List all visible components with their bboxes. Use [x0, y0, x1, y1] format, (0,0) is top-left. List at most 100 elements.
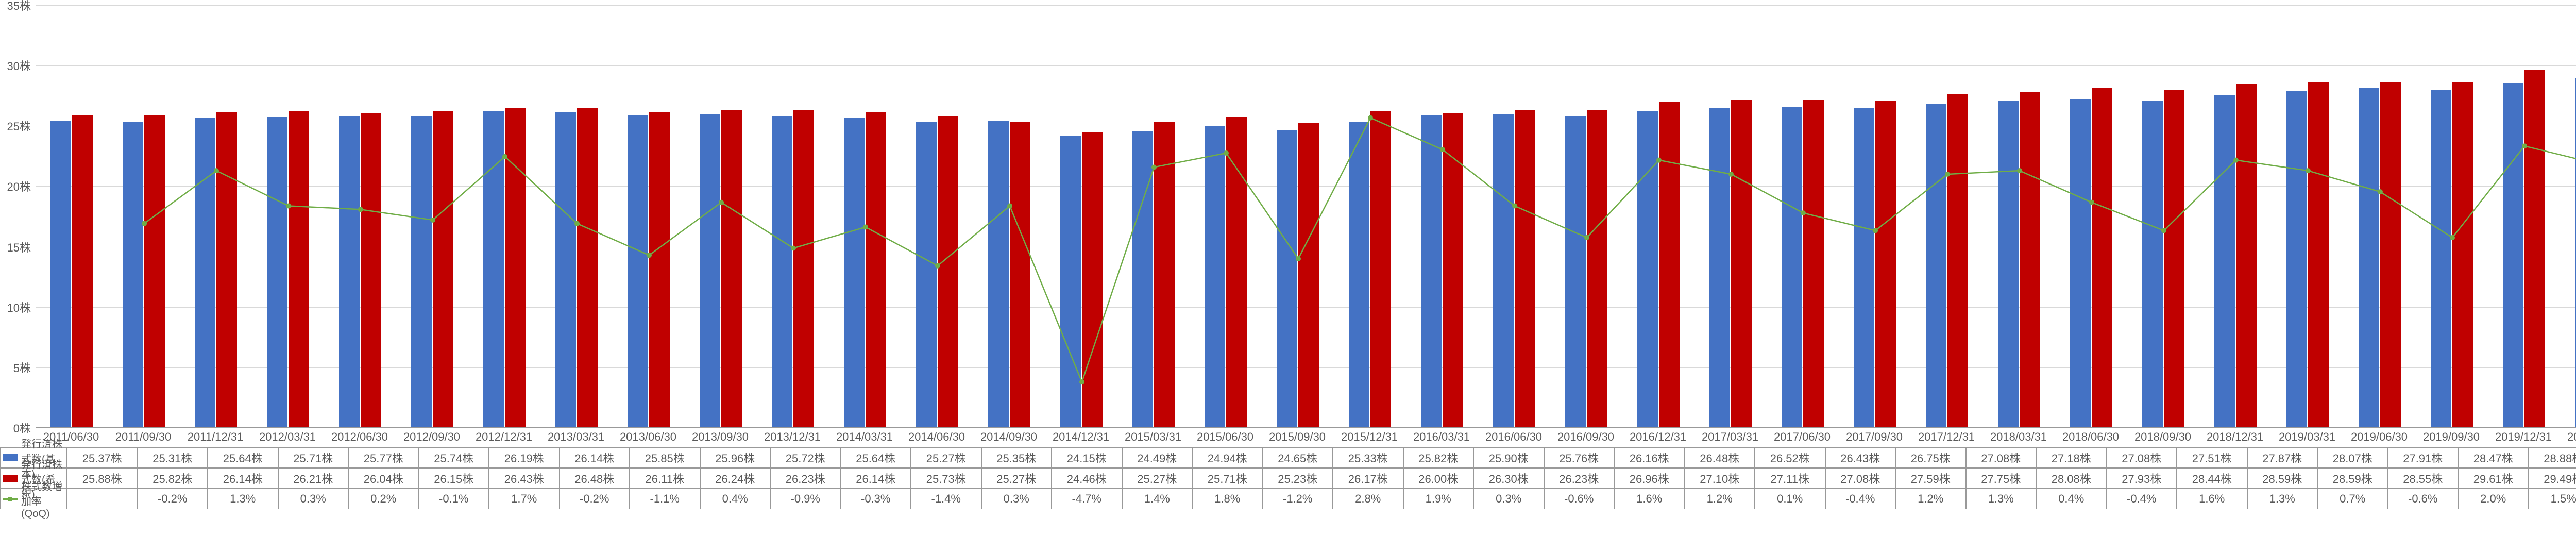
table-cell — [67, 489, 138, 509]
table-cell: 25.23株 — [1263, 468, 1333, 489]
table-cell: 1.6% — [1614, 489, 1685, 509]
x-axis-label: 2014/09/30 — [974, 430, 1044, 444]
table-cell: 25.90株 — [1473, 447, 1544, 468]
line-marker — [2233, 158, 2239, 163]
table-cell: 1.2% — [1895, 489, 1966, 509]
table-cell: 27.75株 — [1966, 468, 2037, 489]
table-cell: 26.30株 — [1473, 468, 1544, 489]
data-table: 発行済株式数(基本)25.37株25.31株25.64株25.71株25.77株… — [0, 447, 2576, 509]
x-axis-label: 2014/03/31 — [829, 430, 900, 444]
x-axis-label: 2012/03/31 — [252, 430, 323, 444]
table-cell: 28.07株 — [2317, 447, 2388, 468]
x-axis-label: 2013/12/31 — [757, 430, 827, 444]
plot-area — [36, 5, 2576, 428]
line-marker — [791, 246, 796, 251]
table-cell: 0.1% — [1755, 489, 1825, 509]
table-cell: -0.2% — [138, 489, 208, 509]
table-cell: 24.46株 — [1052, 468, 1122, 489]
line-marker — [1801, 210, 1806, 215]
x-axis-label: 2016/06/30 — [1479, 430, 1549, 444]
table-cell: 0.7% — [2317, 489, 2388, 509]
table-cell: 25.31株 — [138, 447, 208, 468]
table-cell: 26.43株 — [489, 468, 560, 489]
table-cell: 28.08株 — [2036, 468, 2107, 489]
table-cell: 26.23株 — [1544, 468, 1615, 489]
row-swatch — [3, 454, 18, 461]
table-cell: 26.11株 — [630, 468, 700, 489]
table-cell: -0.6% — [1544, 489, 1615, 509]
line-marker — [142, 221, 147, 226]
table-cell: 1.6% — [2177, 489, 2247, 509]
x-axis-label: 2017/12/31 — [1911, 430, 1981, 444]
table-cell: 26.14株 — [841, 468, 911, 489]
line-marker — [647, 253, 652, 258]
table-cell: 0.4% — [2036, 489, 2107, 509]
table-cell: 26.15株 — [419, 468, 489, 489]
left-tick-label: 0株 — [13, 420, 31, 436]
table-cell: 27.91株 — [2388, 447, 2459, 468]
line-marker — [2161, 228, 2166, 233]
table-cell: -0.6% — [2388, 489, 2459, 509]
row-swatch — [3, 498, 18, 500]
table-cell: 26.14株 — [208, 468, 278, 489]
left-tick-label: 35株 — [7, 0, 31, 13]
table-cell: 25.33株 — [1333, 447, 1403, 468]
x-axis-label: 2016/12/31 — [1623, 430, 1693, 444]
table-cell: 27.08株 — [1825, 468, 1896, 489]
table-cell: 25.71株 — [278, 447, 349, 468]
line-marker — [719, 200, 724, 205]
x-axis-label: 2013/03/31 — [541, 430, 611, 444]
table-cell: 27.18株 — [2036, 447, 2107, 468]
x-axis-label: 2014/12/31 — [1046, 430, 1116, 444]
line-marker — [430, 218, 435, 223]
table-cell: 2.0% — [2458, 489, 2529, 509]
line-marker — [1079, 379, 1084, 384]
table-cell: 1.8% — [1192, 489, 1263, 509]
line-marker — [358, 207, 363, 212]
row-header-label: 株式数増加率(QoQ) — [21, 478, 66, 520]
table-cell: -0.4% — [1825, 489, 1896, 509]
table-cell: 26.19株 — [489, 447, 560, 468]
x-axis-label: 2015/09/30 — [1262, 430, 1332, 444]
left-tick-label: 20株 — [7, 178, 31, 194]
table-row-diluted: 発行済株式数(希釈)25.88株25.82株26.14株26.21株26.04株… — [0, 468, 2576, 489]
table-cell: 2.8% — [1333, 489, 1403, 509]
row-swatch — [3, 475, 18, 482]
line-marker — [1440, 147, 1445, 152]
x-axis-label: 2015/06/30 — [1190, 430, 1260, 444]
table-cell: 25.85株 — [630, 447, 700, 468]
left-axis: 0株5株10株15株20株25株30株35株 — [0, 5, 33, 428]
x-axis-label: 2017/03/31 — [1695, 430, 1765, 444]
left-tick-label: 30株 — [7, 57, 31, 74]
table-cell: 1.5% — [2529, 489, 2576, 509]
line-marker — [863, 225, 868, 230]
table-cell: 27.08株 — [2107, 447, 2177, 468]
table-cell: 25.74株 — [419, 447, 489, 468]
table-cell: 25.27株 — [911, 447, 981, 468]
table-cell: 0.3% — [981, 489, 1052, 509]
x-axis-label: 2019/03/31 — [2272, 430, 2342, 444]
table-cell: 25.35株 — [981, 447, 1052, 468]
left-tick-label: 5株 — [13, 359, 31, 376]
line-marker — [2017, 168, 2022, 173]
table-cell: 25.82株 — [138, 468, 208, 489]
line-marker — [2378, 189, 2383, 194]
table-cell: 28.44株 — [2177, 468, 2247, 489]
table-cell: 24.49株 — [1122, 447, 1193, 468]
line-marker — [1368, 115, 1373, 121]
chart-container: (単位: 百万株) 0株5株10株15株20株25株30株35株 -6.00%-… — [0, 0, 2576, 552]
table-cell: 1.7% — [489, 489, 560, 509]
table-cell: 24.65株 — [1263, 447, 1333, 468]
table-cell: 25.88株 — [67, 468, 138, 489]
table-cell: -1.2% — [1263, 489, 1333, 509]
table-cell: 25.27株 — [1122, 468, 1193, 489]
x-axis-label: 2014/06/30 — [902, 430, 972, 444]
table-cell: -1.1% — [630, 489, 700, 509]
table-cell: 26.21株 — [278, 468, 349, 489]
line-marker — [574, 221, 580, 226]
table-cell: 28.59株 — [2247, 468, 2318, 489]
x-axis-label: 2019/06/30 — [2344, 430, 2414, 444]
table-cell: -0.9% — [770, 489, 841, 509]
table-cell: 26.23株 — [770, 468, 841, 489]
table-cell: 28.59株 — [2317, 468, 2388, 489]
